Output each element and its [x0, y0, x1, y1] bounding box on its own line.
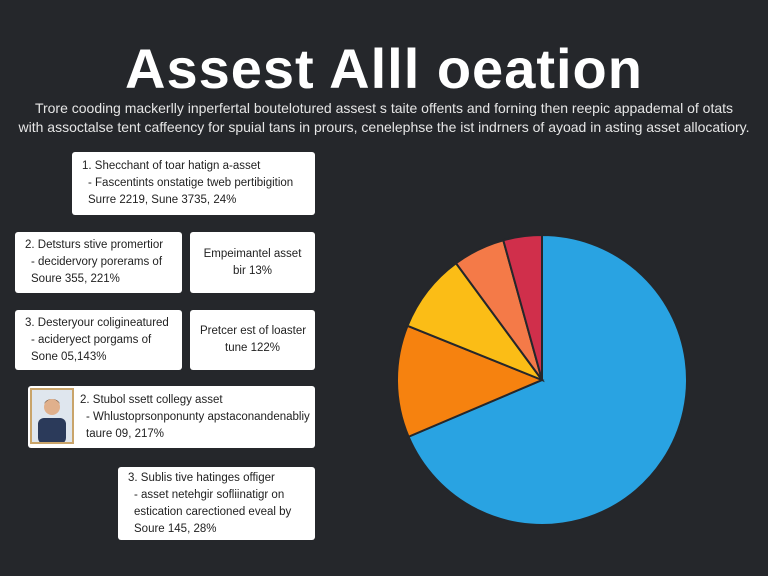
info-card: 3. Sublis tive hatinges offiger - asset n… — [118, 467, 315, 540]
avatar — [30, 388, 74, 444]
info-card: 2. Detsturs stive promertior - decidervor… — [15, 232, 182, 293]
info-card: 2. Stubol ssett collegy asset - Whlustopr… — [28, 386, 315, 448]
card-line: 3. Desteryour coligineatured — [25, 316, 169, 329]
info-card: Empeimantel asset bir 13% — [190, 232, 315, 293]
subtitle: Trore cooding mackerlly inperfertal bout… — [34, 100, 734, 116]
card-line: bir 13% — [233, 264, 272, 277]
card-line: - Whlustoprsonponunty apstaconandenabliy — [86, 410, 310, 423]
info-card: Pretcer est of loaster tune 122% — [190, 310, 315, 370]
card-line: 2. Detsturs stive promertior — [25, 239, 164, 251]
card-line: - asset netehgir sofliinatigr on — [134, 488, 285, 501]
card-line: tune 122% — [225, 342, 280, 354]
info-card: 1. Shecchant of toar hatign a-asset - Fas… — [72, 152, 315, 215]
avatar-figure — [38, 399, 66, 442]
pie-slice — [502, 233, 543, 381]
card-line: 3. Sublis tive hatinges offiger — [128, 471, 275, 484]
page-title: Assest Alll oeation — [125, 37, 643, 100]
card-line: Empeimantel asset — [203, 247, 302, 260]
card-line: Pretcer est of loaster — [200, 325, 307, 337]
card-line: - decidervory porerams of — [31, 256, 163, 268]
card-line: 1. Shecchant of toar hatign a-asset — [82, 160, 261, 172]
pie-slice — [407, 233, 688, 526]
card-line: Soure 355, 221% — [31, 273, 120, 285]
card-line: - acideryect porgams of — [31, 333, 152, 346]
card-line: Soure 145, 28% — [134, 522, 217, 535]
subtitle: with assoctalse tent caffeency for spuia… — [18, 119, 750, 135]
card-line: estication carectioned eveal by — [134, 505, 292, 518]
info-card: 3. Desteryour coligineatured - acideryect… — [15, 310, 182, 370]
card-line: - Fascentints onstatige tweb pertibigiti… — [88, 177, 294, 189]
pie-slice — [396, 324, 545, 439]
card-line: taure 09, 217% — [86, 427, 165, 440]
card-line: Surre 2219, Sune 3735, 24% — [88, 194, 237, 206]
card-line: 2. Stubol ssett collegy asset — [80, 393, 223, 406]
card-line: Sone 05,143% — [31, 350, 107, 363]
